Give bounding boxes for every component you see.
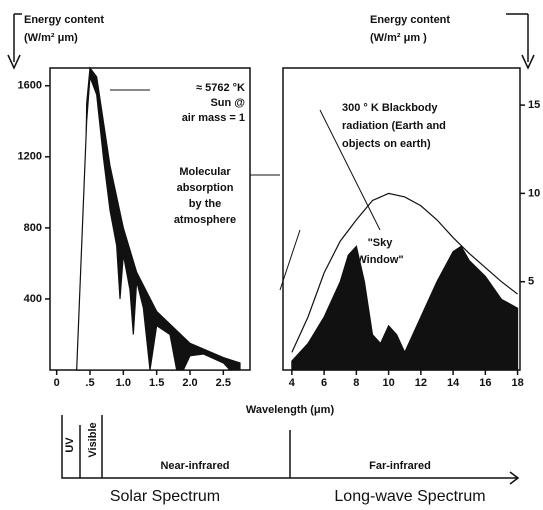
annotation-line: ≈ 5762 °K <box>196 82 245 94</box>
x-tick-label: 12 <box>415 377 427 389</box>
leader-lines <box>110 89 381 291</box>
y-axis-label-line: (W/m² μm) <box>24 32 78 44</box>
y-axis-label: Energy content (W/m² μm ) <box>370 14 450 44</box>
visible-label: Visible <box>87 422 99 457</box>
annotation-line: "Sky <box>368 237 394 249</box>
annotation-line: 300 ° K Blackbody <box>342 102 438 114</box>
annotation: ≈ 5762 °K Sun @ air mass = 1 <box>182 82 246 124</box>
y-tick-label: 400 <box>24 293 42 305</box>
x-tick-label: 6 <box>321 377 327 389</box>
x-tick-label: 0 <box>54 377 60 389</box>
annotation: "Sky Window" <box>356 237 403 266</box>
annotation-line: Window" <box>356 254 403 266</box>
longwave-label: Long-wave Spectrum <box>334 488 485 505</box>
y-axis-label-line: (W/m² μm ) <box>370 32 427 44</box>
right-arrow <box>506 13 535 70</box>
annotation-line: radiation (Earth and <box>342 120 446 132</box>
uv-label: UV <box>64 437 76 453</box>
y-tick-label: 800 <box>24 222 42 234</box>
annotation-line: Sun @ <box>210 97 245 109</box>
y-tick-label: 1200 <box>18 151 42 163</box>
y-axis-label-line: Energy content <box>24 14 104 26</box>
annotation-line: atmosphere <box>174 214 236 226</box>
annotation-line: absorption <box>177 182 234 194</box>
far-ir-label: Far-infrared <box>369 460 431 472</box>
x-tick-label: 1.5 <box>149 377 164 389</box>
annotation: 300 ° K Blackbody radiation (Earth and obj… <box>342 102 446 150</box>
y-axis-label: Energy content (W/m² μm) <box>24 14 104 44</box>
band-lines <box>61 415 520 485</box>
x-tick-label: .5 <box>85 377 94 389</box>
x-tick-label: 16 <box>479 377 491 389</box>
x-tick-label: 4 <box>289 377 296 389</box>
left-arrow <box>7 13 22 70</box>
area <box>291 245 519 371</box>
x-tick-label: 2.5 <box>216 377 231 389</box>
annotation-line: Molecular <box>179 166 231 178</box>
annotation-line: air mass = 1 <box>182 112 245 124</box>
y-tick-label: 15 <box>528 99 540 111</box>
y-axis-label-line: Energy content <box>370 14 450 26</box>
annotation: Molecular absorption by the atmosphere <box>174 166 236 226</box>
x-tick-label: 10 <box>382 377 394 389</box>
x-tick-label: 14 <box>447 377 460 389</box>
annotation-line: objects on earth) <box>342 138 431 150</box>
near-ir-label: Near-infrared <box>160 460 229 472</box>
x-axis-label: Wavelength (μm) <box>246 404 335 416</box>
x-tick-label: 1.0 <box>116 377 131 389</box>
solar-label: Solar Spectrum <box>110 488 220 505</box>
x-tick-label: 18 <box>511 377 523 389</box>
x-tick-label: 2.0 <box>182 377 197 389</box>
area <box>76 76 232 371</box>
y-tick-label: 5 <box>528 276 534 288</box>
y-tick-label: 1600 <box>18 80 42 92</box>
x-tick-label: 8 <box>353 377 359 389</box>
y-tick-label: 10 <box>528 187 540 199</box>
line <box>291 192 518 353</box>
annotation-line: by the <box>189 198 221 210</box>
